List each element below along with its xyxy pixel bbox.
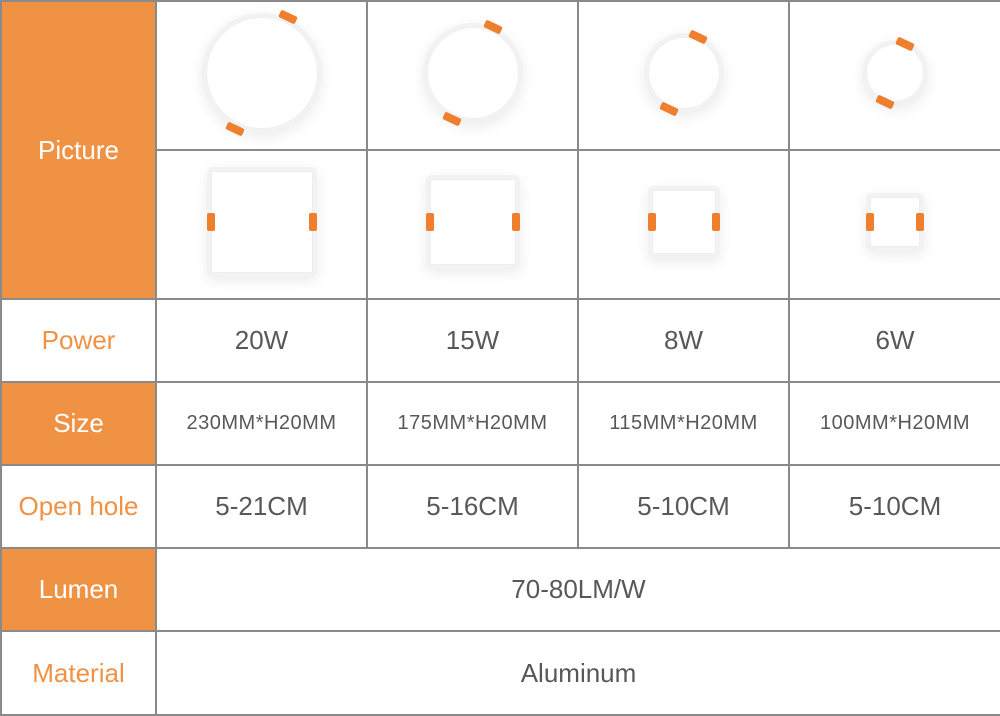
clip-icon: [688, 30, 708, 45]
panel-square-icon: [648, 186, 720, 258]
clip-icon: [876, 95, 896, 110]
open-hole-value: 5-16CM: [367, 465, 578, 548]
power-value: 8W: [578, 299, 789, 382]
size-value: 115MM*H20MM: [578, 382, 789, 465]
power-value: 15W: [367, 299, 578, 382]
panel-circle-icon: [202, 13, 322, 133]
row-lumen: Lumen 70-80LM/W: [1, 548, 1000, 631]
clip-icon: [712, 213, 720, 231]
header-power: Power: [1, 299, 156, 382]
material-value: Aluminum: [156, 631, 1000, 715]
clip-icon: [483, 20, 503, 35]
panel-circle-icon: [423, 23, 523, 123]
clip-icon: [309, 213, 317, 231]
row-power: Power 20W 15W 8W 6W: [1, 299, 1000, 382]
pic-circle-4: [789, 1, 1000, 150]
clip-icon: [660, 102, 680, 117]
header-picture: Picture: [1, 1, 156, 299]
clip-icon: [426, 213, 434, 231]
clip-icon: [278, 10, 298, 25]
size-value: 100MM*H20MM: [789, 382, 1000, 465]
row-open-hole: Open hole 5-21CM 5-16CM 5-10CM 5-10CM: [1, 465, 1000, 548]
clip-icon: [207, 213, 215, 231]
header-material: Material: [1, 631, 156, 715]
clip-icon: [916, 213, 924, 231]
power-value: 6W: [789, 299, 1000, 382]
lumen-value: 70-80LM/W: [156, 548, 1000, 631]
panel-square-icon: [866, 193, 924, 251]
pic-square-1: [156, 150, 367, 299]
clip-icon: [442, 112, 462, 127]
clip-icon: [512, 213, 520, 231]
header-lumen: Lumen: [1, 548, 156, 631]
pic-square-3: [578, 150, 789, 299]
row-picture-circles: Picture: [1, 1, 1000, 150]
pic-square-2: [367, 150, 578, 299]
panel-circle-icon: [862, 40, 928, 106]
clip-icon: [225, 122, 245, 137]
open-hole-value: 5-10CM: [789, 465, 1000, 548]
pic-circle-2: [367, 1, 578, 150]
spec-table: Picture Power 20W 15W 8W 6W Size 230MM*H…: [0, 0, 1000, 716]
pic-circle-3: [578, 1, 789, 150]
header-size: Size: [1, 382, 156, 465]
row-size: Size 230MM*H20MM 175MM*H20MM 115MM*H20MM…: [1, 382, 1000, 465]
size-value: 175MM*H20MM: [367, 382, 578, 465]
clip-icon: [895, 37, 915, 52]
panel-square-icon: [207, 167, 317, 277]
clip-icon: [866, 213, 874, 231]
pic-square-4: [789, 150, 1000, 299]
panel-circle-icon: [644, 33, 724, 113]
pic-circle-1: [156, 1, 367, 150]
clip-icon: [648, 213, 656, 231]
panel-square-icon: [426, 175, 520, 269]
power-value: 20W: [156, 299, 367, 382]
size-value: 230MM*H20MM: [156, 382, 367, 465]
open-hole-value: 5-10CM: [578, 465, 789, 548]
open-hole-value: 5-21CM: [156, 465, 367, 548]
header-open-hole: Open hole: [1, 465, 156, 548]
row-material: Material Aluminum: [1, 631, 1000, 715]
